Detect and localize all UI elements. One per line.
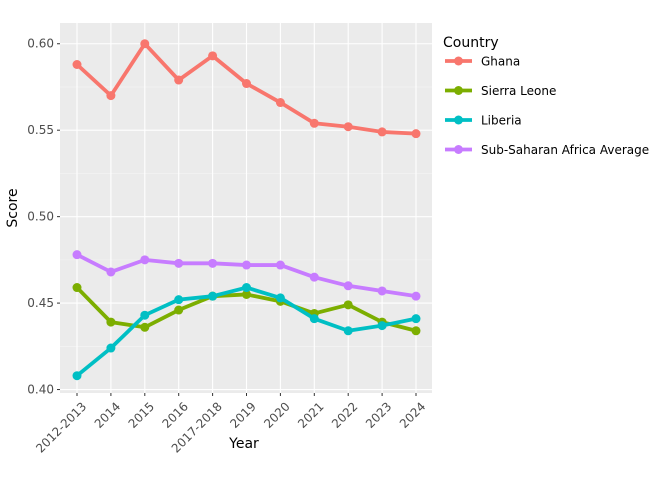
data-point [140,310,150,320]
series-liberia [72,283,421,381]
x-tick-label: 2016 [160,399,191,430]
data-point [174,305,184,315]
data-point [343,122,353,132]
y-tick-label: 0.55 [27,123,54,137]
data-point [72,59,82,69]
data-point [377,127,387,137]
legend-label: Sub-Saharan Africa Average [481,143,649,157]
y-tick-label: 0.60 [27,37,54,51]
legend-swatch-point [454,56,463,66]
x-tick-label: 2024 [397,399,428,430]
legend-items: Ghana Sierra Leone Liberia Sub-Saharan Afri… [445,55,649,157]
legend-item: Ghana [445,55,520,69]
y-tick-label: 0.40 [27,383,54,397]
y-tick-label: 0.50 [27,210,54,224]
y-tick-label: 0.45 [27,296,54,310]
data-point [411,291,421,301]
data-point [411,326,421,336]
x-tick-label: 2012-2013 [33,399,89,455]
data-point [377,286,387,296]
data-point [72,250,82,260]
data-point [72,283,82,293]
x-tick-label: 2019 [227,399,258,430]
y-axis-title: Score [5,188,21,227]
data-point [242,283,251,293]
x-tick-label: 2014 [92,399,123,430]
x-tick-label: 2015 [126,399,157,430]
series-sub-saharan-africa-average [72,250,421,301]
data-point [242,289,251,299]
legend-item: Sub-Saharan Africa Average [445,143,649,157]
data-point [343,281,353,291]
data-point [309,272,319,282]
data-point [411,314,421,324]
data-point [343,326,353,336]
legend-swatch-point [454,86,463,95]
data-point [140,322,150,332]
legend-swatch-point [454,115,463,125]
data-point [411,129,421,139]
legend-label: Sierra Leone [481,84,556,98]
legend-item: Sierra Leone [445,84,556,98]
y-axis-ticks: 0.40 0.45 0.50 0.55 0.60 [27,37,60,397]
series-layer [72,39,421,381]
x-tick-label: 2022 [329,399,360,430]
legend-title: Country [443,35,499,51]
x-tick-label: 2021 [295,399,326,430]
data-point [174,258,184,268]
x-axis-title: Year [228,436,259,452]
data-point [106,267,116,277]
data-point [275,260,285,270]
data-point [242,260,251,270]
data-point [343,300,353,310]
data-point [309,118,319,128]
legend-label: Ghana [481,55,520,69]
x-tick-label: 2023 [363,399,394,430]
series-ghana [72,39,421,139]
data-point [275,98,285,108]
data-point [72,371,82,381]
data-point [208,51,218,61]
data-point [140,255,150,265]
data-point [208,291,218,301]
legend: Country Ghana Sierra Leone Liberia Sub-Saha… [443,35,649,157]
data-point [106,317,116,327]
legend-swatch-point [454,145,463,154]
data-point [309,314,319,324]
data-point [377,321,387,331]
data-point [106,343,116,353]
legend-label: Liberia [481,114,522,128]
data-point [242,79,251,89]
data-point [174,295,184,305]
data-point [208,258,218,268]
data-point [174,75,184,85]
data-point [275,293,285,303]
legend-item: Liberia [445,114,522,128]
data-point [106,91,116,101]
data-point [140,39,150,49]
x-tick-label: 2020 [261,399,292,430]
